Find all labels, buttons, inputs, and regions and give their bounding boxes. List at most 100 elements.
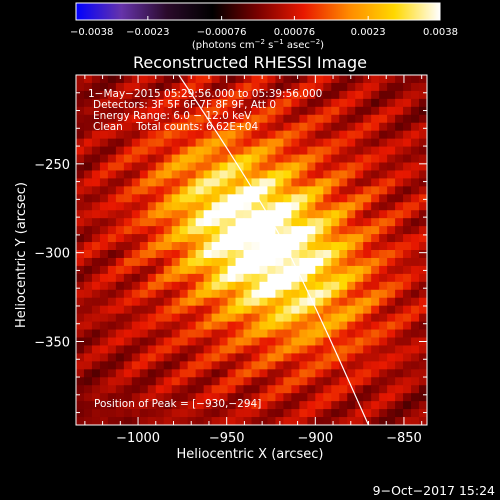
heatmap-cell [211,393,221,402]
heatmap-cell [99,401,109,410]
heatmap-cell [267,409,277,418]
heatmap-cell [283,377,292,386]
heatmap-cell [179,289,189,299]
heatmap-cell [323,289,332,299]
heatmap-cell [235,409,245,418]
heatmap-cell [235,130,245,140]
heatmap-cell [107,305,117,315]
heatmap-cell [323,210,332,219]
heatmap-cell [387,146,396,156]
heatmap-cell [291,186,300,195]
heatmap-cell [123,281,133,291]
heatmap-cell [227,106,237,116]
heatmap-cell [155,202,165,211]
heatmap-cell [76,409,85,418]
heatmap-cell [387,337,396,347]
heatmap-cell [179,138,189,148]
heatmap-cell [251,369,261,378]
heatmap-cell [371,313,380,323]
heatmap-cell [123,202,133,211]
heatmap-cell [403,401,412,410]
heatmap-cell [163,114,173,124]
heatmap-cell [347,289,356,299]
heatmap-cell [147,321,157,331]
heatmap-cell [187,242,197,251]
heatmap-cell [131,130,141,140]
heatmap-cell [107,321,117,331]
heatmap-cell [283,313,292,323]
heatmap-cell [123,345,133,355]
heatmap-cell [187,170,197,180]
heatmap-cell [107,202,117,211]
heatmap-cell [115,329,125,339]
heatmap-cell [379,226,388,235]
heatmap-cell [76,321,85,331]
heatmap-cell [403,242,412,251]
heatmap-cell [76,289,85,299]
heatmap-cell [243,385,253,394]
heatmap-cell [339,377,348,386]
heatmap-cell [259,345,269,355]
heatmap-cell [107,361,117,370]
heatmap-cell [259,234,269,243]
heatmap-cell [347,114,356,124]
heatmap-cell [267,194,277,203]
heatmap-cell [243,154,253,164]
heatmap-cell [147,218,157,227]
heatmap-cell [195,289,205,299]
heatmap-cell [139,146,149,156]
heatmap-cell [267,226,277,235]
heatmap-cell [155,393,165,402]
heatmap-cell [147,186,157,195]
heatmap-cell [355,281,364,291]
heatmap-cell [323,90,332,100]
heatmap-cell [315,90,324,100]
heatmap-cell [99,154,109,164]
heatmap-cell [83,130,93,140]
heatmap-cell [323,138,332,148]
heatmap-cell [371,210,380,219]
heatmap-cell [179,106,189,116]
heatmap-cell [411,106,420,116]
heatmap-cell [259,297,269,307]
heatmap-cell [283,305,292,315]
heatmap-cell [123,329,133,339]
heatmap-cell [123,250,133,259]
heatmap-cell [259,114,269,124]
heatmap-cell [291,202,300,211]
heatmap-cell [235,154,245,164]
heatmap-cell [419,417,427,425]
heatmap-cell [275,369,285,378]
heatmap-cell [235,329,245,339]
x-tick-labels: −1000 −950 −900 −850 [116,431,422,446]
heatmap-cell [235,305,245,315]
heatmap-cell [387,170,396,180]
heatmap-cell [275,242,285,251]
heatmap-cell [83,385,93,394]
heatmap-cell [139,401,149,410]
heatmap-cell [403,353,412,362]
chart-title: Reconstructed RHESSI Image [133,53,367,72]
heatmap-cell [235,218,245,227]
heatmap-cell [387,178,396,187]
heatmap-cell [403,369,412,378]
heatmap-cell [83,369,93,378]
heatmap-cell [123,122,133,132]
heatmap-cell [267,114,277,124]
heatmap-cell [155,409,165,418]
heatmap-cell [227,401,237,410]
heatmap-cell [339,385,348,394]
heatmap-cell [355,329,364,339]
heatmap-cell [339,154,348,164]
heatmap-cell [219,210,229,219]
heatmap-cell [419,162,427,172]
heatmap-cell [275,393,285,402]
heatmap-cell [163,218,173,227]
heatmap-cell [76,345,85,355]
heatmap-cell [363,90,372,100]
heatmap-cell [227,98,237,108]
heatmap-cell [259,98,269,108]
heatmap-cell [83,234,93,243]
heatmap-cell [107,281,117,291]
heatmap-cell [115,178,125,187]
